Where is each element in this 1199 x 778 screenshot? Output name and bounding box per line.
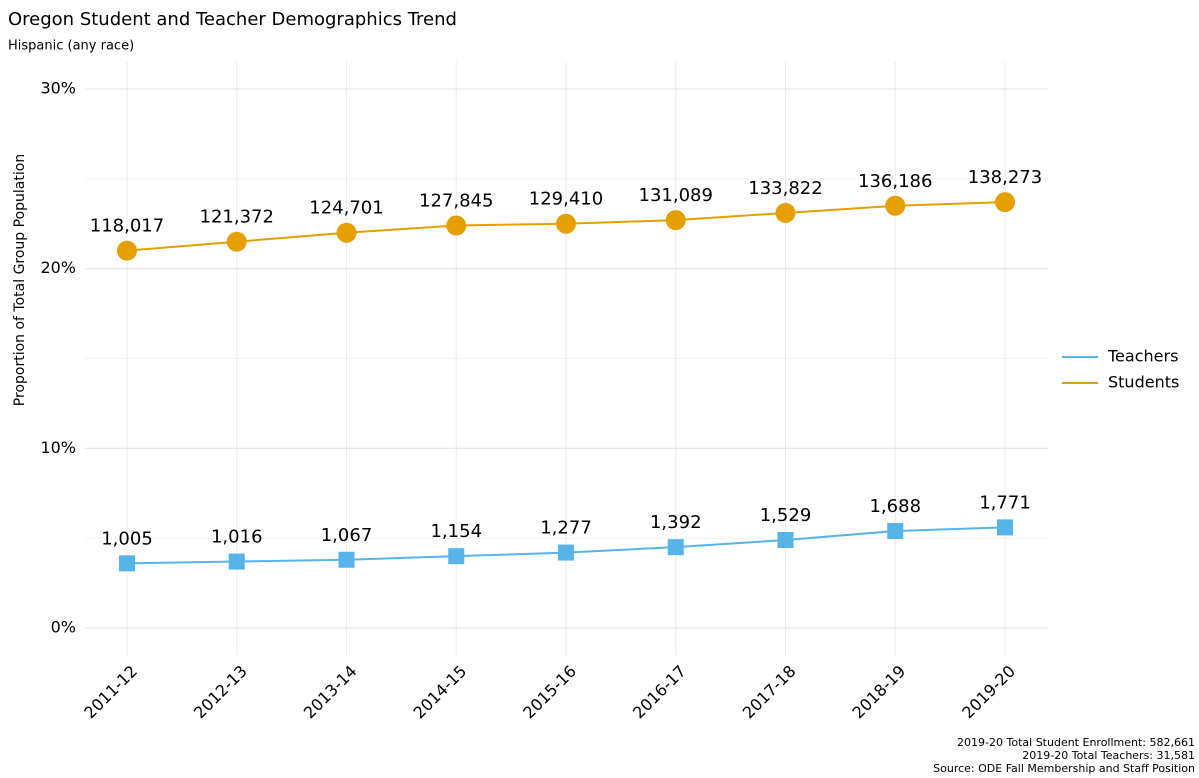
point-label: 129,410 — [529, 189, 603, 210]
legend-label: Students — [1108, 373, 1179, 392]
x-tick-label: 2019-20 — [958, 662, 1019, 723]
point-marker — [228, 553, 245, 570]
chart-subtitle: Hispanic (any race) — [8, 39, 134, 54]
point-marker — [556, 213, 576, 234]
x-tick-label: 2014-15 — [410, 662, 471, 723]
point-label: 1,016 — [211, 527, 263, 548]
point-label: 1,771 — [979, 492, 1031, 513]
point-label: 127,845 — [419, 191, 493, 212]
x-tick-label: 2016-17 — [629, 662, 690, 723]
point-marker — [997, 519, 1013, 536]
point-marker — [336, 222, 357, 243]
point-marker — [887, 523, 904, 540]
point-label: 1,154 — [430, 521, 482, 542]
point-label: 138,273 — [968, 167, 1042, 188]
point-label: 1,688 — [869, 496, 921, 517]
point-label: 136,186 — [858, 171, 932, 192]
point-marker — [667, 539, 684, 556]
point-marker — [995, 192, 1015, 213]
legend-label: Teachers — [1107, 347, 1178, 366]
point-marker — [775, 202, 796, 223]
chart-title: Oregon Student and Teacher Demographics … — [8, 9, 457, 30]
point-label: 124,701 — [309, 198, 383, 219]
x-tick-label: 2012-13 — [190, 662, 251, 723]
point-label: 1,067 — [321, 525, 373, 546]
point-marker — [117, 240, 137, 261]
point-label: 118,017 — [90, 216, 164, 237]
point-label: 121,372 — [200, 207, 274, 228]
footnote: Source: ODE Fall Membership and Staff Po… — [933, 762, 1195, 775]
x-tick-label: 2017-18 — [739, 662, 800, 723]
point-marker — [448, 548, 465, 565]
x-tick-label: 2018-19 — [849, 662, 910, 723]
y-tick-label: 0% — [51, 618, 76, 637]
x-tick-label: 2011-12 — [80, 662, 141, 723]
point-label: 131,089 — [639, 185, 713, 206]
point-marker — [558, 544, 574, 561]
footnote: 2019-20 Total Teachers: 31,581 — [1022, 749, 1195, 762]
point-marker — [777, 531, 794, 548]
point-marker — [338, 551, 355, 568]
point-label: 1,529 — [760, 505, 812, 526]
point-marker — [665, 210, 686, 231]
x-tick-label: 2013-14 — [300, 662, 361, 723]
y-axis-label: Proportion of Total Group Population — [12, 154, 28, 406]
point-label: 1,005 — [101, 528, 153, 549]
y-tick-label: 20% — [40, 258, 76, 277]
point-label: 1,392 — [650, 512, 702, 533]
point-marker — [885, 195, 906, 216]
point-marker — [119, 555, 135, 572]
point-marker — [226, 231, 247, 252]
y-tick-label: 10% — [40, 438, 76, 457]
point-marker — [446, 215, 467, 236]
y-tick-label: 30% — [40, 78, 76, 97]
point-label: 1,277 — [540, 518, 592, 539]
x-tick-label: 2015-16 — [519, 662, 580, 723]
footnote: 2019-20 Total Student Enrollment: 582,66… — [957, 736, 1195, 749]
point-label: 133,822 — [748, 178, 822, 199]
